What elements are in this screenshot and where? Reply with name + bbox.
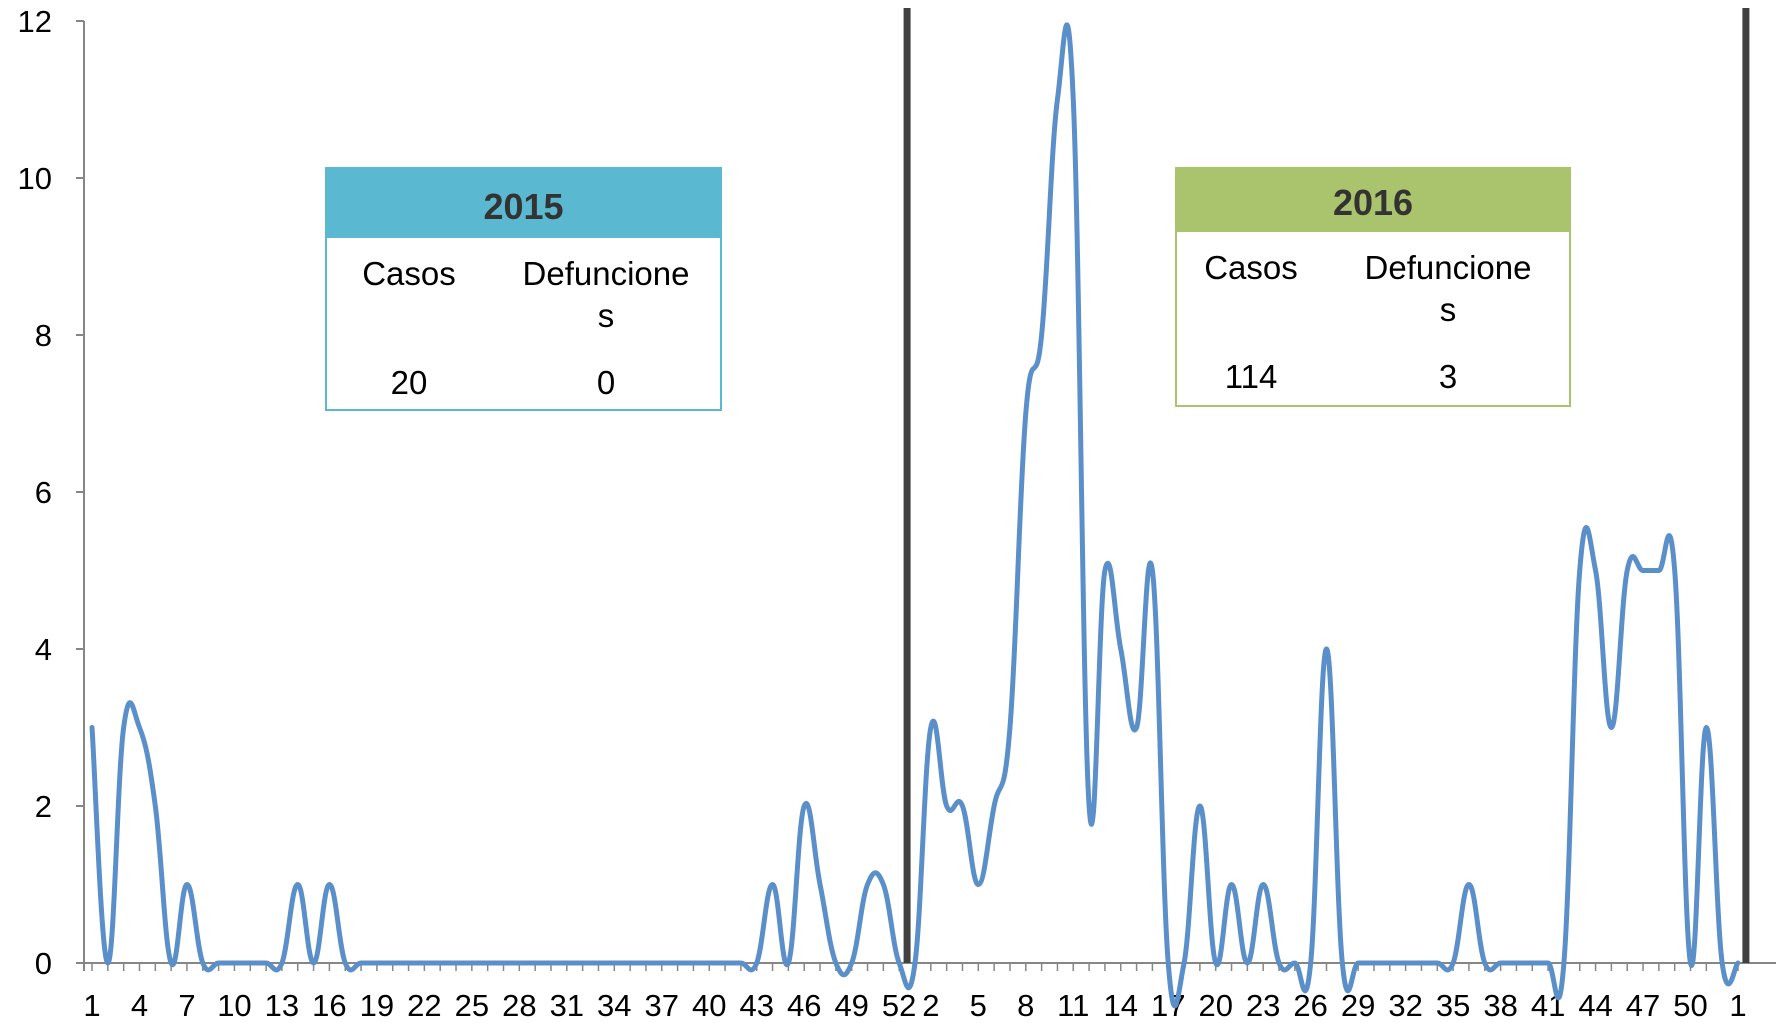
summary-box-2016-defunciones-label-line1: Defuncione — [1365, 249, 1532, 286]
x-tick-label: 8 — [1017, 988, 1034, 1023]
x-tick-label: 47 — [1626, 988, 1660, 1023]
x-tick-label: 16 — [312, 988, 346, 1023]
x-tick-label: 52 — [882, 988, 916, 1023]
summary-box-2016-casos-value: 114 — [1225, 358, 1278, 395]
y-tick-label: 12 — [18, 4, 52, 39]
x-tick-label: 28 — [502, 988, 536, 1023]
x-tick-label: 5 — [970, 988, 987, 1023]
x-tick-label: 31 — [550, 988, 584, 1023]
summary-box-2015-casos-label: Casos — [362, 255, 456, 292]
summary-box-2016: 2016 Casos Defuncione s 114 3 — [1175, 167, 1571, 407]
x-tick-label: 26 — [1293, 988, 1327, 1023]
y-tick-label: 8 — [35, 318, 52, 353]
summary-box-2015-defunciones-label-line1: Defuncione — [523, 255, 690, 292]
x-tick-label: 34 — [597, 988, 631, 1023]
x-tick-label: 14 — [1104, 988, 1138, 1023]
y-tick-label: 10 — [18, 161, 52, 196]
x-tick-label: 7 — [178, 988, 195, 1023]
summary-box-2015-casos-value: 20 — [391, 364, 428, 401]
x-tick-label: 1 — [83, 988, 100, 1023]
x-tick-label: 23 — [1246, 988, 1280, 1023]
x-tick-label: 49 — [834, 988, 868, 1023]
summary-box-2016-header — [1176, 168, 1570, 232]
summary-box-2016-title: 2016 — [1333, 182, 1413, 223]
x-tick-label: 19 — [360, 988, 394, 1023]
y-tick-label: 4 — [35, 632, 52, 667]
x-tick-label: 10 — [217, 988, 251, 1023]
x-tick-label: 29 — [1341, 988, 1375, 1023]
x-axis-ticks: 1 4 7 10 13 16 19 22 25 28 31 34 37 40 43 46 49 52 2 5 8 11 14… — [83, 963, 1747, 1023]
x-tick-label: 46 — [787, 988, 821, 1023]
x-tick-label: 43 — [739, 988, 773, 1023]
summary-box-2015: 2015 Casos Defuncione s 20 0 — [325, 167, 722, 411]
series-line — [89, 22, 1741, 1009]
x-tick-label: 35 — [1436, 988, 1470, 1023]
x-tick-label: 37 — [645, 988, 679, 1023]
x-tick-label: 50 — [1673, 988, 1707, 1023]
x-tick-label: 32 — [1388, 988, 1422, 1023]
summary-box-2016-defunciones-label-line2: s — [1440, 291, 1457, 328]
chart-axes — [83, 21, 1776, 971]
summary-box-2016-defunciones-value: 3 — [1439, 358, 1457, 395]
x-tick-label: 38 — [1483, 988, 1517, 1023]
x-tick-label: 25 — [455, 988, 489, 1023]
y-tick-label: 0 — [35, 946, 52, 981]
year-separators — [903, 8, 1750, 963]
summary-box-2015-defunciones-value: 0 — [597, 364, 615, 401]
y-tick-label: 6 — [35, 475, 52, 510]
x-tick-label: 11 — [1057, 988, 1089, 1023]
y-axis-ticks: 0 2 4 6 8 10 12 — [18, 4, 84, 981]
x-tick-label: 20 — [1198, 988, 1232, 1023]
x-tick-label: 1 — [1729, 988, 1746, 1023]
x-tick-label: 22 — [407, 988, 441, 1023]
x-tick-label: 13 — [265, 988, 299, 1023]
series-layer — [89, 22, 1741, 1009]
summary-box-2015-defunciones-label-line2: s — [598, 297, 615, 334]
y-tick-label: 2 — [35, 789, 52, 824]
x-tick-label: 2 — [922, 988, 939, 1023]
x-tick-label: 4 — [131, 988, 148, 1023]
x-tick-label: 44 — [1578, 988, 1612, 1023]
summary-box-2015-header — [326, 168, 721, 238]
x-tick-label: 40 — [692, 988, 726, 1023]
summary-box-2015-title: 2015 — [483, 186, 563, 227]
summary-box-2016-casos-label: Casos — [1204, 249, 1298, 286]
